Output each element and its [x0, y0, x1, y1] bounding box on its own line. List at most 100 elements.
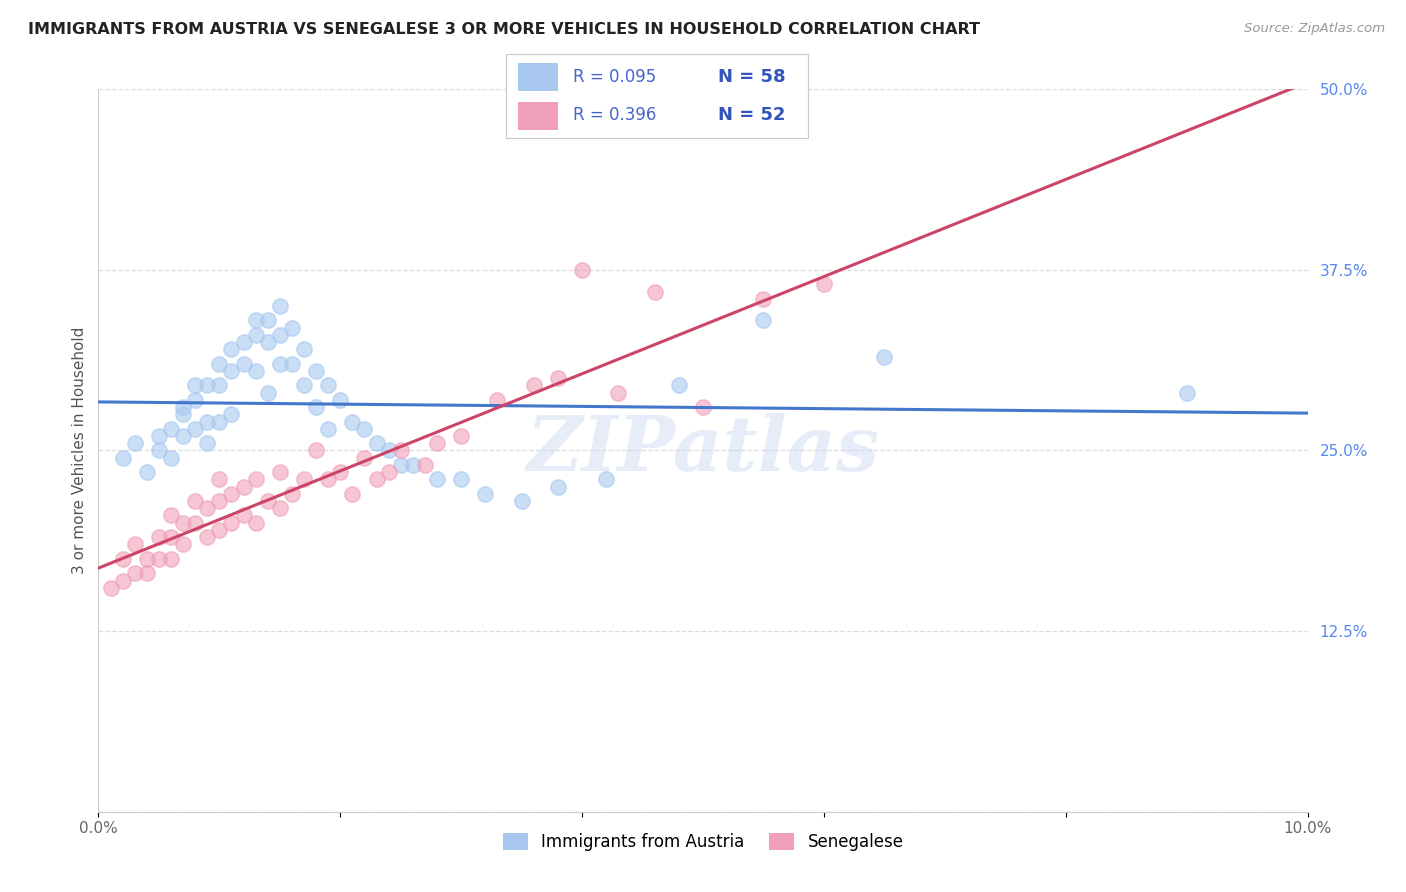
- Point: [571, 262, 593, 277]
- Point: [124, 436, 146, 450]
- Point: [221, 407, 243, 421]
- Point: [172, 429, 194, 443]
- Point: [486, 392, 509, 407]
- Point: [377, 465, 399, 479]
- Point: [523, 378, 546, 392]
- Point: [221, 487, 243, 501]
- Point: [281, 320, 304, 334]
- Point: [873, 350, 896, 364]
- Point: [269, 501, 291, 516]
- Point: [184, 378, 207, 392]
- Y-axis label: 3 or more Vehicles in Household: 3 or more Vehicles in Household: [72, 326, 87, 574]
- Point: [305, 443, 328, 458]
- Point: [148, 551, 170, 566]
- Point: [148, 429, 170, 443]
- Point: [245, 364, 267, 378]
- Text: Source: ZipAtlas.com: Source: ZipAtlas.com: [1244, 22, 1385, 36]
- Point: [413, 458, 436, 472]
- FancyBboxPatch shape: [519, 102, 558, 130]
- Point: [208, 378, 231, 392]
- Point: [172, 516, 194, 530]
- Point: [377, 443, 399, 458]
- Point: [195, 530, 218, 544]
- Point: [245, 313, 267, 327]
- Point: [184, 516, 207, 530]
- Point: [269, 327, 291, 342]
- Point: [402, 458, 425, 472]
- Point: [221, 364, 243, 378]
- Point: [208, 357, 231, 371]
- Text: R = 0.095: R = 0.095: [572, 68, 657, 86]
- Point: [292, 378, 315, 392]
- Point: [450, 429, 472, 443]
- Point: [426, 436, 449, 450]
- Point: [813, 277, 835, 292]
- Point: [160, 450, 183, 465]
- Point: [269, 465, 291, 479]
- Point: [316, 422, 339, 436]
- Point: [281, 357, 304, 371]
- Point: [111, 574, 134, 588]
- Point: [124, 537, 146, 551]
- Point: [184, 494, 207, 508]
- Text: IMMIGRANTS FROM AUSTRIA VS SENEGALESE 3 OR MORE VEHICLES IN HOUSEHOLD CORRELATIO: IMMIGRANTS FROM AUSTRIA VS SENEGALESE 3 …: [28, 22, 980, 37]
- Point: [692, 400, 714, 414]
- Point: [305, 400, 328, 414]
- Legend: Immigrants from Austria, Senegalese: Immigrants from Austria, Senegalese: [496, 826, 910, 857]
- Point: [135, 566, 157, 581]
- Point: [256, 385, 278, 400]
- Point: [160, 551, 183, 566]
- Point: [752, 292, 775, 306]
- Point: [160, 530, 183, 544]
- Text: R = 0.396: R = 0.396: [572, 106, 657, 124]
- Text: ZIPatlas: ZIPatlas: [526, 414, 880, 487]
- Point: [389, 458, 412, 472]
- Point: [172, 537, 194, 551]
- Point: [184, 392, 207, 407]
- Point: [195, 436, 218, 450]
- Point: [172, 400, 194, 414]
- Point: [316, 472, 339, 486]
- Point: [547, 480, 569, 494]
- Point: [752, 313, 775, 327]
- Point: [160, 508, 183, 523]
- Point: [595, 472, 617, 486]
- Point: [245, 516, 267, 530]
- Point: [245, 327, 267, 342]
- Point: [426, 472, 449, 486]
- Point: [232, 357, 254, 371]
- Point: [366, 472, 388, 486]
- Point: [305, 364, 328, 378]
- Point: [366, 436, 388, 450]
- Point: [195, 415, 218, 429]
- Point: [221, 343, 243, 357]
- Point: [316, 378, 339, 392]
- Point: [111, 551, 134, 566]
- Point: [135, 551, 157, 566]
- Point: [1175, 385, 1198, 400]
- Point: [172, 407, 194, 421]
- Point: [269, 357, 291, 371]
- Point: [644, 285, 666, 299]
- Point: [342, 487, 364, 501]
- Point: [292, 472, 315, 486]
- Text: N = 58: N = 58: [717, 68, 786, 86]
- FancyBboxPatch shape: [519, 62, 558, 91]
- Point: [208, 415, 231, 429]
- Point: [208, 472, 231, 486]
- Point: [221, 516, 243, 530]
- Point: [269, 299, 291, 313]
- Point: [547, 371, 569, 385]
- Point: [668, 378, 690, 392]
- Point: [245, 472, 267, 486]
- Point: [329, 392, 352, 407]
- Point: [329, 465, 352, 479]
- Point: [450, 472, 472, 486]
- Point: [474, 487, 496, 501]
- Point: [195, 501, 218, 516]
- Point: [148, 443, 170, 458]
- Point: [389, 443, 412, 458]
- Point: [353, 450, 375, 465]
- Point: [510, 494, 533, 508]
- Point: [292, 343, 315, 357]
